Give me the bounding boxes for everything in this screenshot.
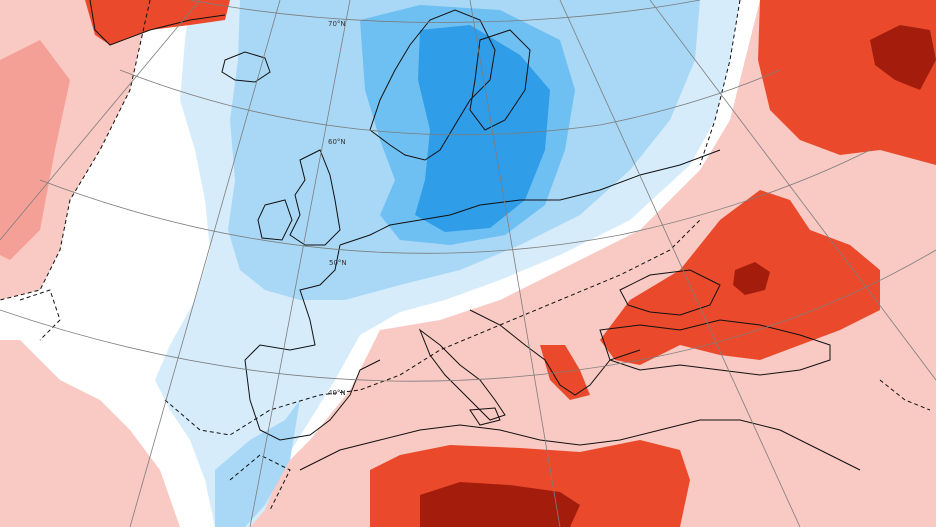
coastline-black-sea [619,269,721,316]
coastline-greenland [89,0,226,46]
latitude-label-40: 40°N [328,389,346,397]
latitude-line-50 [39,149,871,254]
dashed-contour [0,0,151,301]
iberia-cold-anomaly [215,400,300,527]
coastline-sicily [469,407,501,426]
longitude-line [249,0,351,527]
coastline-iceland [221,51,271,83]
longitude-line [559,0,801,527]
longitude-line [129,0,281,527]
cold-anomaly-deep [415,25,550,232]
longitude-line [649,0,936,381]
coastlines [89,0,861,471]
dashed-contour [879,379,931,411]
atlantic-warm-anomaly [0,40,70,260]
coastline-africa [299,419,861,471]
latitude-line-60 [119,69,781,136]
latitude-label-60: 60°N [328,138,346,146]
dashed-contour [19,289,61,341]
latitude-label-70: 70°N [328,20,346,28]
coastline-scandinavia [369,9,496,161]
greece-warm-anomaly [540,345,590,400]
coastline-ireland [257,199,293,241]
russia-warm-core [870,25,936,90]
coastline-balkans [469,309,641,396]
zero-anomaly-contours [0,0,931,511]
coastline-italy [418,328,506,421]
latitude-line-40 [0,249,936,382]
latitude-label-50: 50°N [329,259,347,267]
longitude-line [0,0,201,241]
africa-warm-core [420,482,580,527]
dashed-contour [229,454,291,511]
coastline-uk [289,149,341,246]
coastline-turkey [599,319,831,376]
turkey-warm-core [733,262,770,295]
greenland-warm-anomaly [85,0,230,45]
coastline-continent [339,149,721,246]
dashed-contour [699,0,741,166]
coastline-france-iberia [244,244,381,441]
coastline-finland [469,29,531,131]
latitude-line-70 [189,0,701,23]
longitude-line [469,0,561,527]
